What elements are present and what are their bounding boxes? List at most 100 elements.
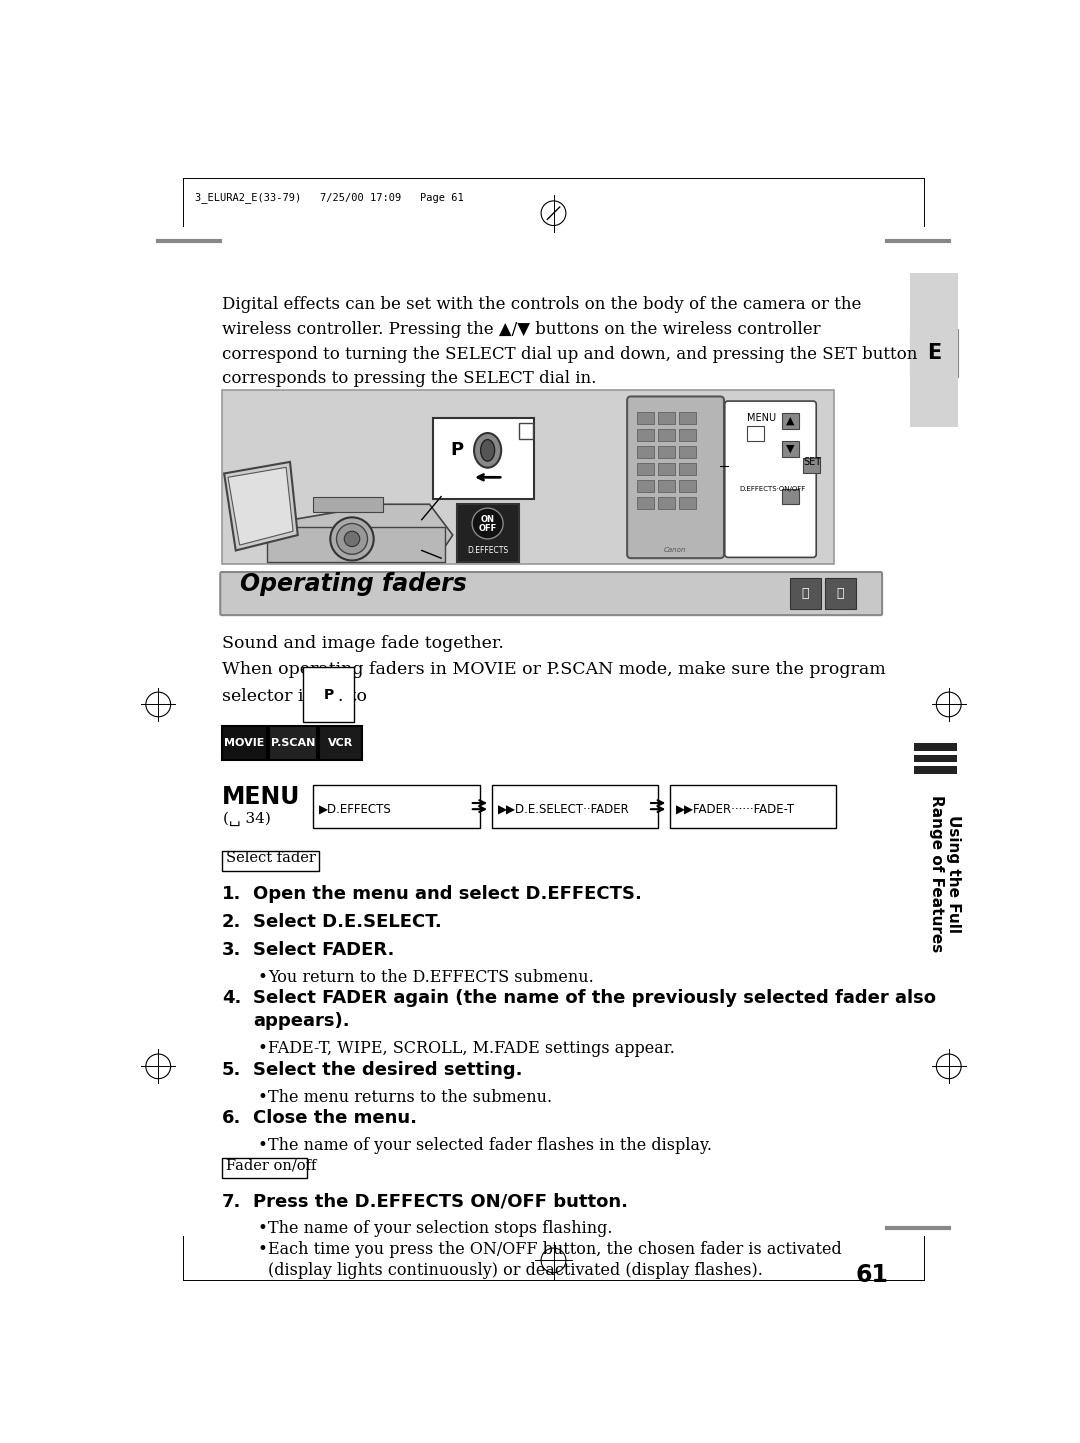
Bar [637,479,654,492]
Bar [782,442,799,456]
Circle shape [330,518,374,560]
Text: •: • [257,1221,268,1237]
Text: •: • [257,968,268,986]
Text: Canon: Canon [664,547,687,554]
Bar [637,446,654,457]
Text: Open the menu and select D.EFFECTS.: Open the menu and select D.EFFECTS. [253,886,642,903]
Bar [679,496,697,509]
Text: .: . [337,687,342,704]
Text: D.EFFECTS·ON/OFF: D.EFFECTS·ON/OFF [740,486,806,492]
Text: OFF: OFF [478,524,497,534]
Ellipse shape [474,433,501,468]
Text: corresponds to pressing the SELECT dial in.: corresponds to pressing the SELECT dial … [221,371,596,387]
Bar [518,423,532,439]
Text: Press the D.EFFECTS ON/OFF button.: Press the D.EFFECTS ON/OFF button. [253,1193,627,1211]
Bar [679,463,697,475]
Bar [658,446,675,457]
Bar [914,755,957,762]
FancyBboxPatch shape [725,401,816,557]
Text: Each time you press the ON/OFF button, the chosen fader is activated: Each time you press the ON/OFF button, t… [268,1241,842,1258]
Text: Select the desired setting.: Select the desired setting. [253,1061,523,1079]
Text: •: • [257,1088,268,1105]
Polygon shape [228,468,293,545]
Text: •: • [257,1137,268,1154]
Text: D.EFFECTS: D.EFFECTS [467,545,509,556]
Text: Select FADER.: Select FADER. [253,941,394,958]
Text: selector is set to: selector is set to [221,687,373,704]
Text: MENU: MENU [221,785,300,810]
Bar [221,851,319,870]
FancyBboxPatch shape [910,329,958,377]
Bar [658,429,675,442]
Text: The name of your selected fader flashes in the display.: The name of your selected fader flashes … [268,1137,713,1154]
Circle shape [345,531,360,547]
Text: (␣ 34): (␣ 34) [224,811,271,825]
Bar [269,726,318,760]
Text: •: • [257,1040,268,1058]
Text: ▲: ▲ [786,416,795,426]
Text: Digital effects can be set with the controls on the body of the camera or the: Digital effects can be set with the cont… [221,296,861,313]
Bar [637,463,654,475]
Text: 5.: 5. [221,1061,241,1079]
Polygon shape [225,462,298,550]
Text: Operating faders: Operating faders [240,573,467,596]
Text: MOVIE: MOVIE [224,737,265,747]
Text: Sound and image fade together.: Sound and image fade together. [221,635,503,652]
Text: FADE-T, WIPE, SCROLL, M.FADE settings appear.: FADE-T, WIPE, SCROLL, M.FADE settings ap… [268,1040,675,1058]
Text: 7.: 7. [221,1193,241,1211]
Text: ▶D.EFFECTS: ▶D.EFFECTS [320,802,392,815]
Bar [637,496,654,509]
Bar [221,726,267,760]
Bar [491,785,658,828]
Bar [670,785,836,828]
Bar [747,426,765,442]
Bar [221,1157,307,1177]
Bar [637,429,654,442]
Text: The menu returns to the submenu.: The menu returns to the submenu. [268,1088,553,1105]
Text: 1.: 1. [221,886,241,903]
Bar [914,743,957,750]
Bar [679,429,697,442]
Text: ⛽: ⛽ [801,587,809,600]
Text: ▶▶FADER······FADE-T: ▶▶FADER······FADE-T [676,802,795,815]
Text: P: P [323,687,334,701]
Bar [658,479,675,492]
Text: MENU: MENU [747,413,777,423]
Text: Select fader: Select fader [227,851,316,866]
Text: SET: SET [804,457,821,468]
Text: When operating faders in MOVIE or P.SCAN mode, make sure the program: When operating faders in MOVIE or P.SCAN… [221,661,886,678]
Text: 4.: 4. [221,990,241,1007]
Text: E: E [927,343,941,364]
Text: 61: 61 [855,1263,889,1287]
Text: correspond to turning the SELECT dial up and down, and pressing the SET button: correspond to turning the SELECT dial up… [221,346,917,362]
Text: 3.: 3. [221,941,241,958]
Text: ▼: ▼ [786,444,795,453]
Bar [320,726,362,760]
Text: 📱: 📱 [837,587,843,600]
Circle shape [472,508,503,538]
Text: 3_ELURA2_E(33-79)   7/25/00 17:09   Page 61: 3_ELURA2_E(33-79) 7/25/00 17:09 Page 61 [195,192,464,203]
FancyBboxPatch shape [220,571,882,615]
Bar [789,579,821,609]
Text: P.SCAN: P.SCAN [271,737,315,747]
Bar [433,418,535,499]
Bar [658,496,675,509]
Circle shape [337,524,367,554]
Text: VCR: VCR [328,737,353,747]
Bar [679,479,697,492]
Text: Fader on/off: Fader on/off [227,1159,316,1173]
Polygon shape [267,527,445,561]
FancyBboxPatch shape [627,397,724,558]
Bar [313,785,480,828]
Bar [221,390,834,564]
Bar [782,413,799,429]
Bar [782,489,799,504]
FancyBboxPatch shape [313,496,383,512]
Bar [914,766,957,773]
Text: 2.: 2. [221,913,241,931]
Bar [658,463,675,475]
Text: Close the menu.: Close the menu. [253,1110,417,1127]
Text: Select D.E.SELECT.: Select D.E.SELECT. [253,913,442,931]
Text: •: • [257,1241,268,1258]
Text: 6.: 6. [221,1110,241,1127]
